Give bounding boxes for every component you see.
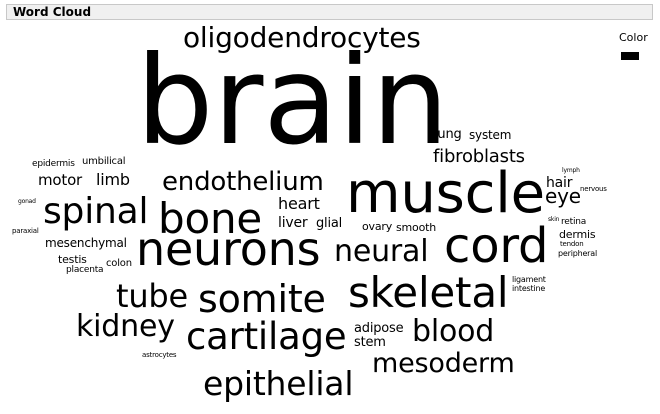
word-cloud-word: oligodendrocytes (183, 21, 421, 54)
word-cloud-word: umbilical (82, 156, 126, 167)
word-cloud-word: ligament (512, 275, 546, 284)
word-cloud-word: lymph (562, 167, 580, 174)
window-title: Word Cloud (13, 5, 92, 19)
word-cloud-word: paraxial (12, 227, 39, 235)
word-cloud-word: intestine (512, 284, 546, 293)
word-cloud-word: endothelium (162, 167, 324, 197)
word-cloud-word: epidermis (32, 159, 75, 169)
word-cloud-word: tube (116, 277, 189, 315)
word-cloud-word: adipose (354, 321, 404, 336)
word-cloud-word: cartilage (186, 315, 347, 358)
word-cloud-word: eye (545, 184, 581, 208)
word-cloud-word: motor (38, 171, 83, 189)
word-cloud-word: limb (96, 170, 130, 189)
word-cloud-word: heart (278, 194, 320, 213)
word-cloud-word: mesoderm (372, 348, 515, 379)
word-cloud-word: neural (334, 234, 429, 269)
word-cloud-word: system (469, 128, 512, 142)
window-header: Word Cloud (6, 4, 653, 20)
word-cloud-word: brain (136, 30, 449, 172)
word-cloud-word: bone (158, 194, 263, 243)
word-cloud-word: glial (316, 216, 343, 231)
word-cloud-word: lung (434, 127, 462, 142)
word-cloud-word: gonad (18, 198, 36, 205)
word-cloud-word: peripheral (558, 249, 597, 258)
word-cloud-word: colon (106, 258, 132, 269)
word-cloud-word: fibroblasts (433, 146, 525, 167)
word-cloud-word: stem (354, 335, 386, 350)
word-cloud-word: skin (548, 216, 560, 223)
word-cloud-word: placenta (66, 265, 104, 275)
word-cloud-word: blood (412, 314, 495, 349)
word-cloud-word: nervous (580, 185, 607, 193)
word-cloud-word: tendon (560, 240, 584, 248)
word-cloud-word: ovary (362, 220, 393, 233)
word-cloud-word: smooth (396, 221, 436, 234)
word-cloud-word: spinal (43, 191, 149, 232)
word-cloud-word: liver (278, 215, 308, 231)
word-cloud-word: muscle (346, 161, 545, 226)
word-cloud-word: astrocytes (142, 351, 177, 359)
word-cloud-word: skeletal (348, 268, 509, 317)
word-cloud-word: kidney (76, 309, 175, 344)
legend-color-swatch (621, 52, 639, 60)
word-cloud-word: neurons (136, 222, 321, 276)
word-cloud-word: dermis (559, 228, 596, 241)
word-cloud-word: somite (198, 277, 326, 321)
word-cloud-word: retina (561, 217, 587, 227)
word-cloud-word: mesenchymal (45, 236, 127, 250)
word-cloud-word: testis (58, 253, 87, 266)
word-cloud-word: cord (444, 218, 549, 274)
legend-label: Color (619, 31, 648, 44)
word-cloud-word: epithelial (203, 364, 354, 403)
word-cloud-word: hair (546, 175, 573, 191)
